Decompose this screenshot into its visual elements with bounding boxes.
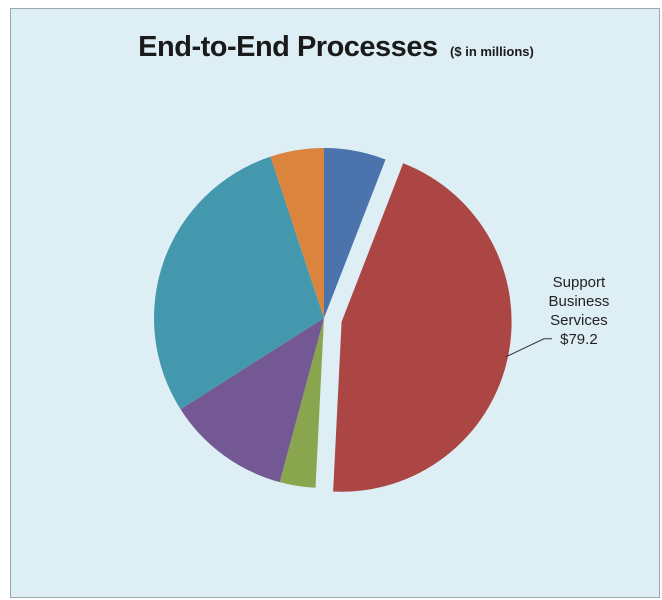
slice-label-line: Business: [548, 293, 609, 310]
slice-label-line: $79.2: [560, 331, 598, 348]
label-leader-line: [505, 338, 552, 358]
pie-slice-5: [270, 148, 324, 318]
pie-slice-3: [180, 318, 324, 483]
slice-label-line: Support: [553, 274, 606, 291]
pie-slice-1: [333, 163, 512, 492]
chart-area: End-to-End Processes ($ in millions): [10, 8, 660, 598]
slice-label-line: Services: [550, 312, 608, 329]
chart-title-text: End-to-End Processes: [138, 31, 438, 63]
pie-slice-4: [154, 156, 324, 410]
pie-slice-0: [324, 148, 386, 318]
pie-slice-2: [279, 318, 324, 488]
chart-title: End-to-End Processes ($ in millions): [11, 31, 661, 64]
chart-subtitle: ($ in millions): [450, 44, 534, 59]
slice-data-label: Support Business Services $79.2: [548, 274, 609, 348]
